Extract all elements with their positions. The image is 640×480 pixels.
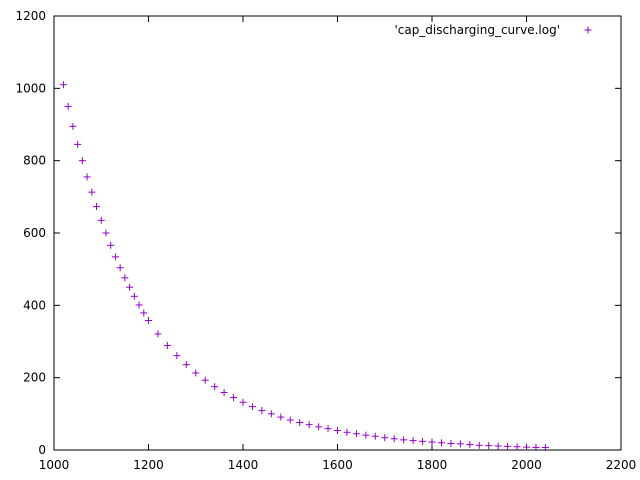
- data-point: [305, 421, 313, 429]
- data-point: [485, 442, 493, 450]
- x-tick-label: 1400: [228, 458, 259, 472]
- legend-label: 'cap_discharging_curve.log': [394, 23, 560, 37]
- data-point: [59, 81, 67, 89]
- data-point: [277, 413, 285, 421]
- axis-ticks: [53, 15, 622, 451]
- data-point: [154, 330, 162, 338]
- data-point: [121, 274, 129, 282]
- data-point: [324, 425, 332, 433]
- data-point: [466, 441, 474, 449]
- x-tick-label: 2000: [511, 458, 542, 472]
- data-point: [504, 442, 512, 450]
- data-point: [513, 443, 521, 451]
- data-point: [343, 428, 351, 436]
- data-point: [456, 440, 464, 448]
- data-point: [239, 398, 247, 406]
- plot-frame: [53, 15, 622, 451]
- data-point: [447, 439, 455, 447]
- data-point: [78, 157, 86, 165]
- data-point: [211, 383, 219, 391]
- data-point: [173, 352, 181, 360]
- data-point: [192, 369, 200, 377]
- data-point: [371, 432, 379, 440]
- legend-marker-plus: [584, 26, 592, 34]
- data-point: [400, 436, 408, 444]
- data-point: [419, 437, 427, 445]
- x-tick-labels: 1000 1200 1400 1600 1800 2000 2200: [39, 458, 637, 472]
- data-point: [230, 394, 238, 402]
- y-tick-label: 0: [38, 443, 46, 457]
- data-point: [88, 188, 96, 196]
- data-point: [111, 253, 119, 261]
- data-point: [69, 122, 77, 130]
- y-tick-label: 200: [23, 371, 46, 385]
- data-point: [126, 283, 134, 291]
- data-point: [352, 430, 360, 438]
- data-point: [532, 443, 540, 451]
- y-tick-label: 400: [23, 298, 46, 312]
- y-tick-label: 1200: [15, 9, 46, 23]
- data-point: [74, 140, 82, 148]
- data-point: [116, 264, 124, 272]
- data-point: [145, 317, 152, 325]
- data-point: [93, 203, 101, 211]
- data-point: [315, 423, 323, 431]
- legend: 'cap_discharging_curve.log': [394, 23, 592, 37]
- data-point: [523, 443, 530, 451]
- x-tick-label: 2200: [606, 458, 637, 472]
- data-point: [97, 216, 105, 224]
- legend-marker: [584, 26, 592, 34]
- data-point: [381, 434, 389, 442]
- y-tick-label: 600: [23, 226, 46, 240]
- data-point: [494, 442, 502, 450]
- data-point: [64, 102, 72, 110]
- data-point: [248, 403, 256, 411]
- x-tick-label: 1200: [133, 458, 164, 472]
- data-point: [286, 416, 294, 424]
- y-tick-label: 1000: [15, 81, 46, 95]
- data-point: [163, 341, 171, 349]
- y-tick-label: 800: [23, 154, 46, 168]
- data-point: [409, 437, 417, 445]
- data-point: [541, 443, 549, 451]
- data-point: [390, 435, 398, 443]
- data-point: [135, 301, 143, 309]
- data-point: [267, 410, 275, 418]
- data-point: [140, 309, 148, 317]
- data-point: [475, 441, 483, 449]
- data-point: [130, 292, 138, 300]
- data-points: [59, 81, 549, 451]
- data-point: [83, 173, 91, 181]
- data-point: [428, 438, 436, 446]
- data-point: [201, 376, 209, 384]
- data-point: [107, 241, 115, 249]
- data-point: [102, 229, 110, 237]
- x-tick-label: 1800: [417, 458, 448, 472]
- x-tick-label: 1600: [322, 458, 353, 472]
- data-point: [362, 431, 370, 439]
- data-point: [334, 426, 341, 434]
- y-tick-labels: 0 200 400 600 800 1000 1200: [15, 9, 46, 457]
- data-point: [437, 439, 445, 447]
- data-point: [220, 388, 228, 396]
- data-point: [258, 407, 266, 415]
- x-tick-label: 1000: [39, 458, 70, 472]
- data-point: [296, 419, 304, 427]
- data-point: [182, 361, 190, 369]
